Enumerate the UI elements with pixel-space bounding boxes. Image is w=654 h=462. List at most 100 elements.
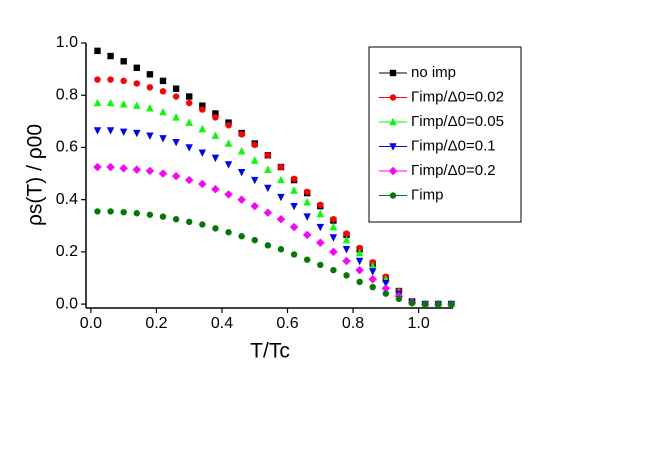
data-point	[448, 300, 455, 308]
data-point	[146, 211, 154, 218]
data-point	[237, 147, 246, 155]
data-point	[146, 104, 154, 112]
data-point	[382, 290, 390, 297]
data-point	[172, 85, 180, 92]
x-axis-label: T/Tc	[250, 340, 290, 363]
data-point	[133, 101, 141, 109]
x-tick-label: 0.2	[145, 315, 167, 332]
legend-label: Γimp/Δ0=0.2	[411, 162, 496, 179]
data-point	[330, 266, 337, 274]
data-point	[343, 230, 350, 237]
data-point	[224, 139, 233, 147]
data-point	[277, 163, 285, 171]
data-point	[369, 283, 376, 291]
data-point	[264, 165, 272, 173]
data-point	[94, 76, 101, 83]
data-point	[199, 102, 206, 109]
data-point	[342, 235, 351, 244]
data-point	[185, 144, 193, 152]
data-point	[211, 185, 220, 194]
data-point	[238, 131, 245, 138]
legend-marker	[388, 166, 398, 176]
data-point	[225, 229, 232, 236]
data-point	[119, 100, 128, 108]
data-point	[172, 93, 180, 100]
data-point	[251, 176, 259, 185]
data-point	[225, 122, 232, 129]
data-point	[251, 141, 258, 149]
data-point	[107, 76, 114, 83]
data-point	[237, 195, 246, 204]
data-point	[133, 64, 140, 72]
data-point	[355, 265, 364, 275]
data-point	[263, 208, 273, 217]
data-point	[212, 225, 219, 232]
data-point	[290, 251, 298, 258]
data-point	[106, 98, 115, 107]
data-point	[146, 132, 154, 140]
y-tick-label: 0.4	[56, 191, 78, 208]
data-point	[303, 256, 311, 263]
data-point	[119, 128, 128, 136]
data-point	[382, 279, 390, 288]
data-point	[198, 149, 207, 157]
y-tick-label: 0.8	[56, 86, 78, 103]
data-point	[277, 193, 285, 202]
data-point	[316, 223, 324, 232]
data-point	[290, 175, 298, 182]
data-point	[120, 77, 127, 85]
data-point	[303, 213, 311, 221]
data-point	[237, 169, 246, 177]
y-tick-label: 0.2	[56, 243, 78, 260]
data-point	[172, 139, 180, 147]
data-point	[238, 233, 245, 240]
data-point	[107, 52, 114, 60]
data-point	[94, 47, 101, 55]
legend-label: Γimp	[411, 186, 443, 203]
data-point	[277, 246, 285, 253]
data-point	[343, 272, 350, 279]
data-point	[224, 161, 233, 169]
data-point	[132, 165, 141, 174]
data-point	[133, 129, 141, 138]
data-point	[251, 236, 258, 244]
data-point	[199, 106, 206, 113]
legend-marker	[389, 192, 397, 199]
data-point	[119, 164, 128, 173]
data-point	[224, 190, 233, 199]
data-point	[172, 216, 180, 223]
x-tick-label: 0.6	[276, 315, 298, 332]
data-point	[342, 256, 351, 266]
legend-marker	[389, 69, 397, 77]
data-point	[316, 209, 324, 218]
y-tick-label: 0.6	[56, 139, 78, 156]
legend-label: no imp	[411, 64, 456, 81]
data-point	[186, 93, 193, 100]
data-point	[186, 218, 193, 226]
data-point	[146, 84, 154, 91]
data-point	[106, 127, 115, 135]
data-point	[277, 175, 285, 184]
legend-label: Γimp/Δ0=0.1	[411, 137, 496, 154]
data-point	[211, 154, 220, 163]
data-point	[251, 156, 259, 164]
data-point	[211, 131, 220, 139]
data-point	[93, 98, 102, 107]
data-point	[355, 248, 364, 257]
data-point	[159, 135, 167, 143]
data-point	[264, 242, 272, 249]
data-point	[198, 179, 207, 189]
data-point	[355, 257, 364, 266]
data-point	[369, 268, 377, 276]
legend-label: Γimp/Δ0=0.02	[411, 88, 504, 105]
data-point	[250, 201, 259, 211]
data-point	[172, 113, 180, 121]
data-point	[185, 175, 194, 185]
data-point	[381, 284, 391, 293]
data-point	[356, 278, 363, 286]
data-point	[289, 222, 299, 232]
data-point	[146, 71, 154, 78]
data-point	[264, 152, 272, 159]
data-point	[356, 244, 363, 252]
